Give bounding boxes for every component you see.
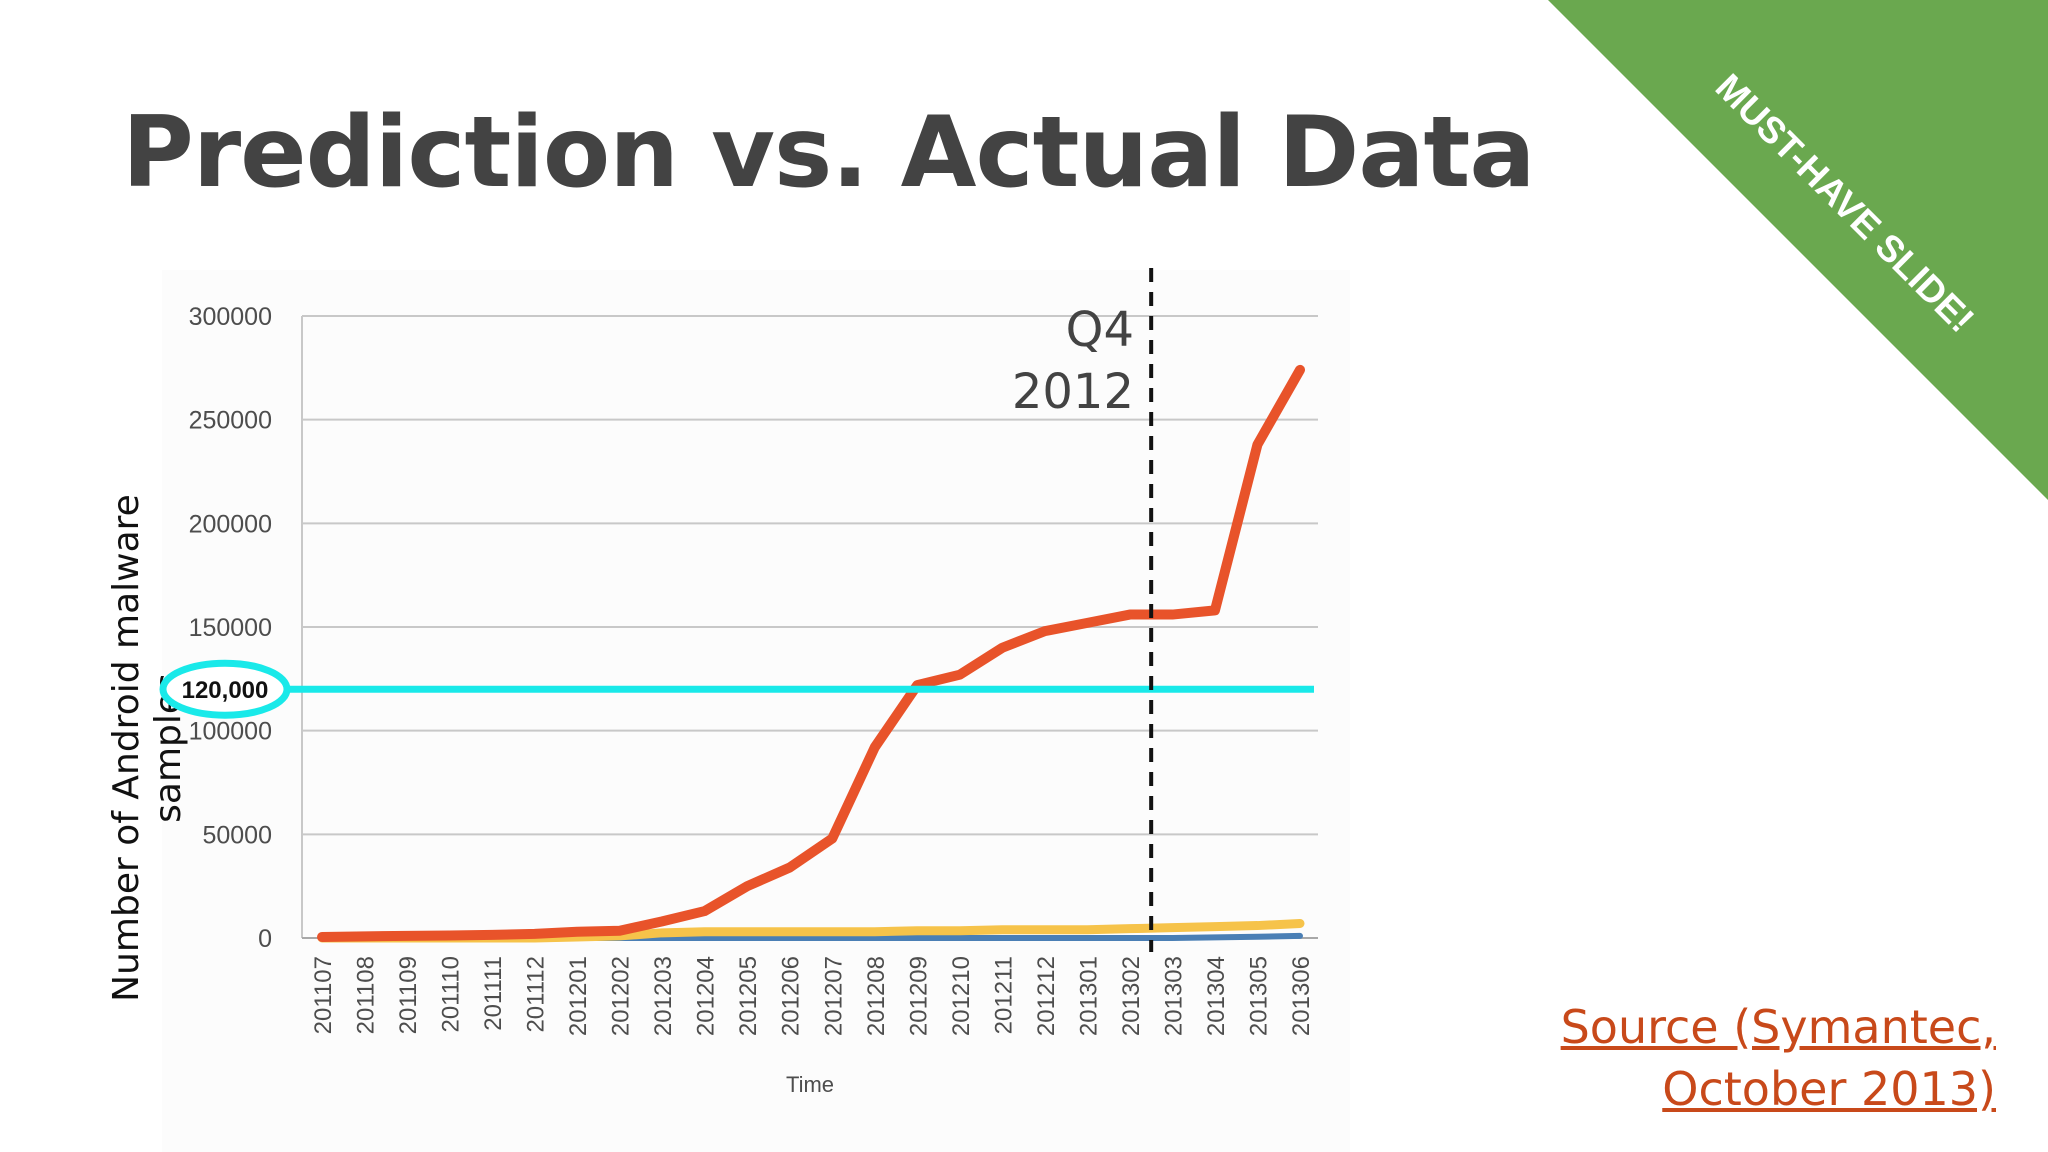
- x-tick-label: 201304: [1203, 956, 1230, 1036]
- marker-label-line2: 2012: [1012, 364, 1134, 420]
- x-tick-label: 201206: [778, 956, 805, 1036]
- source-link-line1[interactable]: Source (Symantec,: [1560, 1000, 1996, 1054]
- x-tick-label: 201204: [693, 956, 720, 1036]
- actual-series-line: [317, 364, 1305, 942]
- x-tick-label: 201112: [523, 956, 550, 1033]
- must-have-banner: MUST-HAVE SLIDE!: [1548, 0, 2048, 500]
- x-tick-label: 201111: [480, 956, 507, 1031]
- x-tick-label: 201107: [310, 956, 337, 1034]
- y-axis-label: Number of Android malwaresamples: [106, 494, 189, 1002]
- banner-triangle: [1548, 0, 2048, 500]
- y-tick-label: 50000: [202, 821, 272, 849]
- y-tick-label: 100000: [189, 718, 272, 746]
- y-tick-label: 200000: [189, 510, 272, 538]
- x-axis-label: Time: [786, 1072, 834, 1097]
- x-tick-label: 201203: [650, 956, 677, 1036]
- y-tick-label: 150000: [189, 614, 272, 642]
- x-tick-label: 201208: [863, 956, 890, 1036]
- prediction-highlight-circle: [159, 659, 291, 719]
- x-tick-label: 201306: [1288, 956, 1315, 1036]
- slide-title: Prediction vs. Actual Data: [122, 96, 1536, 210]
- x-tick-label: 201305: [1245, 956, 1272, 1036]
- x-tick-label: 201205: [735, 956, 762, 1036]
- x-tick-label: 201301: [1075, 956, 1102, 1036]
- x-tick-label: 201209: [905, 956, 932, 1036]
- marker-label-line1: Q4: [1066, 302, 1134, 358]
- source-link[interactable]: Source (Symantec, October 2013): [1561, 996, 1996, 1120]
- source-link-line2[interactable]: October 2013): [1662, 1062, 1996, 1117]
- x-tick-label: 201202: [608, 956, 635, 1036]
- x-tick-label: 201302: [1118, 956, 1145, 1036]
- x-tick-label: 201210: [948, 956, 975, 1036]
- x-tick-label: 201303: [1160, 956, 1187, 1036]
- x-tick-label: 201109: [395, 956, 422, 1034]
- y-tick-label: 300000: [189, 303, 272, 331]
- x-tick-label: 201110: [438, 956, 465, 1033]
- y-tick-label: 250000: [189, 407, 272, 435]
- x-tick-label: 201108: [353, 956, 380, 1034]
- x-tick-label: 201207: [820, 956, 847, 1036]
- x-tick-label: 201201: [565, 956, 592, 1036]
- x-tick-label: 201212: [1033, 956, 1060, 1036]
- x-tick-label: 201211: [990, 956, 1017, 1034]
- y-tick-label: 0: [258, 925, 272, 953]
- prediction-label: 120,000: [182, 677, 269, 704]
